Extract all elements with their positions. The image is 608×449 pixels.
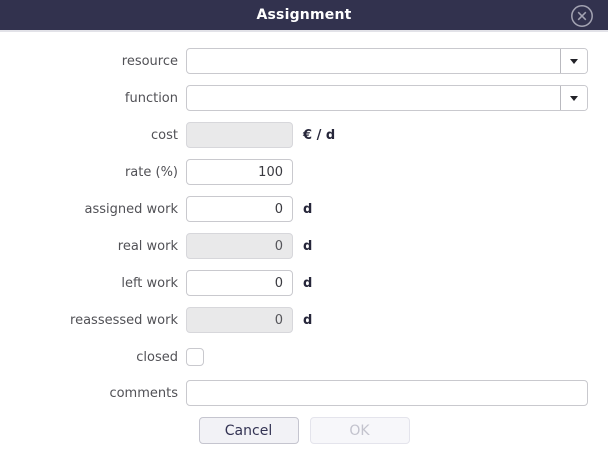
form-row-reassessed-work: reassessed work d — [0, 307, 608, 333]
real-work-input — [186, 233, 293, 259]
cost-label: cost — [151, 127, 178, 143]
resource-combobox — [186, 48, 588, 74]
dialog-footer: Cancel OK — [0, 417, 608, 444]
cancel-button[interactable]: Cancel — [198, 417, 299, 444]
form-row-closed: closed — [0, 344, 608, 370]
dialog-header: Assignment — [0, 0, 608, 32]
function-input[interactable] — [187, 86, 560, 110]
form-row-assigned-work: assigned work d — [0, 196, 608, 222]
left-work-label: left work — [121, 275, 178, 291]
closed-checkbox[interactable] — [186, 348, 204, 366]
form-row-comments: comments — [0, 380, 608, 406]
cost-input — [186, 122, 293, 148]
dialog-body: resource function — [0, 32, 608, 444]
form-row-rate: rate (%) — [0, 159, 608, 185]
form-row-function: function — [0, 85, 608, 111]
close-icon — [571, 5, 593, 27]
rate-input[interactable] — [186, 159, 293, 185]
form-row-left-work: left work d — [0, 270, 608, 296]
comments-label: comments — [109, 385, 178, 401]
reassessed-work-label: reassessed work — [70, 312, 178, 328]
ok-button: OK — [309, 417, 410, 444]
assigned-work-input[interactable] — [186, 196, 293, 222]
close-button[interactable] — [570, 4, 594, 28]
chevron-down-icon — [570, 95, 578, 101]
form-row-cost: cost € / d — [0, 122, 608, 148]
form-row-real-work: real work d — [0, 233, 608, 259]
assigned-work-unit-label: d — [303, 201, 313, 217]
real-work-unit-label: d — [303, 238, 313, 254]
reassessed-work-input — [186, 307, 293, 333]
left-work-input[interactable] — [186, 270, 293, 296]
closed-label: closed — [136, 349, 178, 365]
left-work-unit-label: d — [303, 275, 313, 291]
reassessed-work-unit-label: d — [303, 312, 313, 328]
resource-dropdown-button[interactable] — [560, 49, 587, 73]
function-combobox — [186, 85, 588, 111]
function-label: function — [124, 90, 178, 106]
resource-input[interactable] — [187, 49, 560, 73]
comments-input[interactable] — [186, 380, 588, 406]
rate-label: rate (%) — [124, 164, 178, 180]
real-work-label: real work — [117, 238, 178, 254]
chevron-down-icon — [570, 58, 578, 64]
form-row-resource: resource — [0, 48, 608, 74]
function-dropdown-button[interactable] — [560, 86, 587, 110]
assigned-work-label: assigned work — [84, 201, 178, 217]
resource-label: resource — [121, 53, 178, 69]
cost-unit-label: € / d — [303, 127, 336, 143]
dialog-title: Assignment — [256, 7, 352, 23]
